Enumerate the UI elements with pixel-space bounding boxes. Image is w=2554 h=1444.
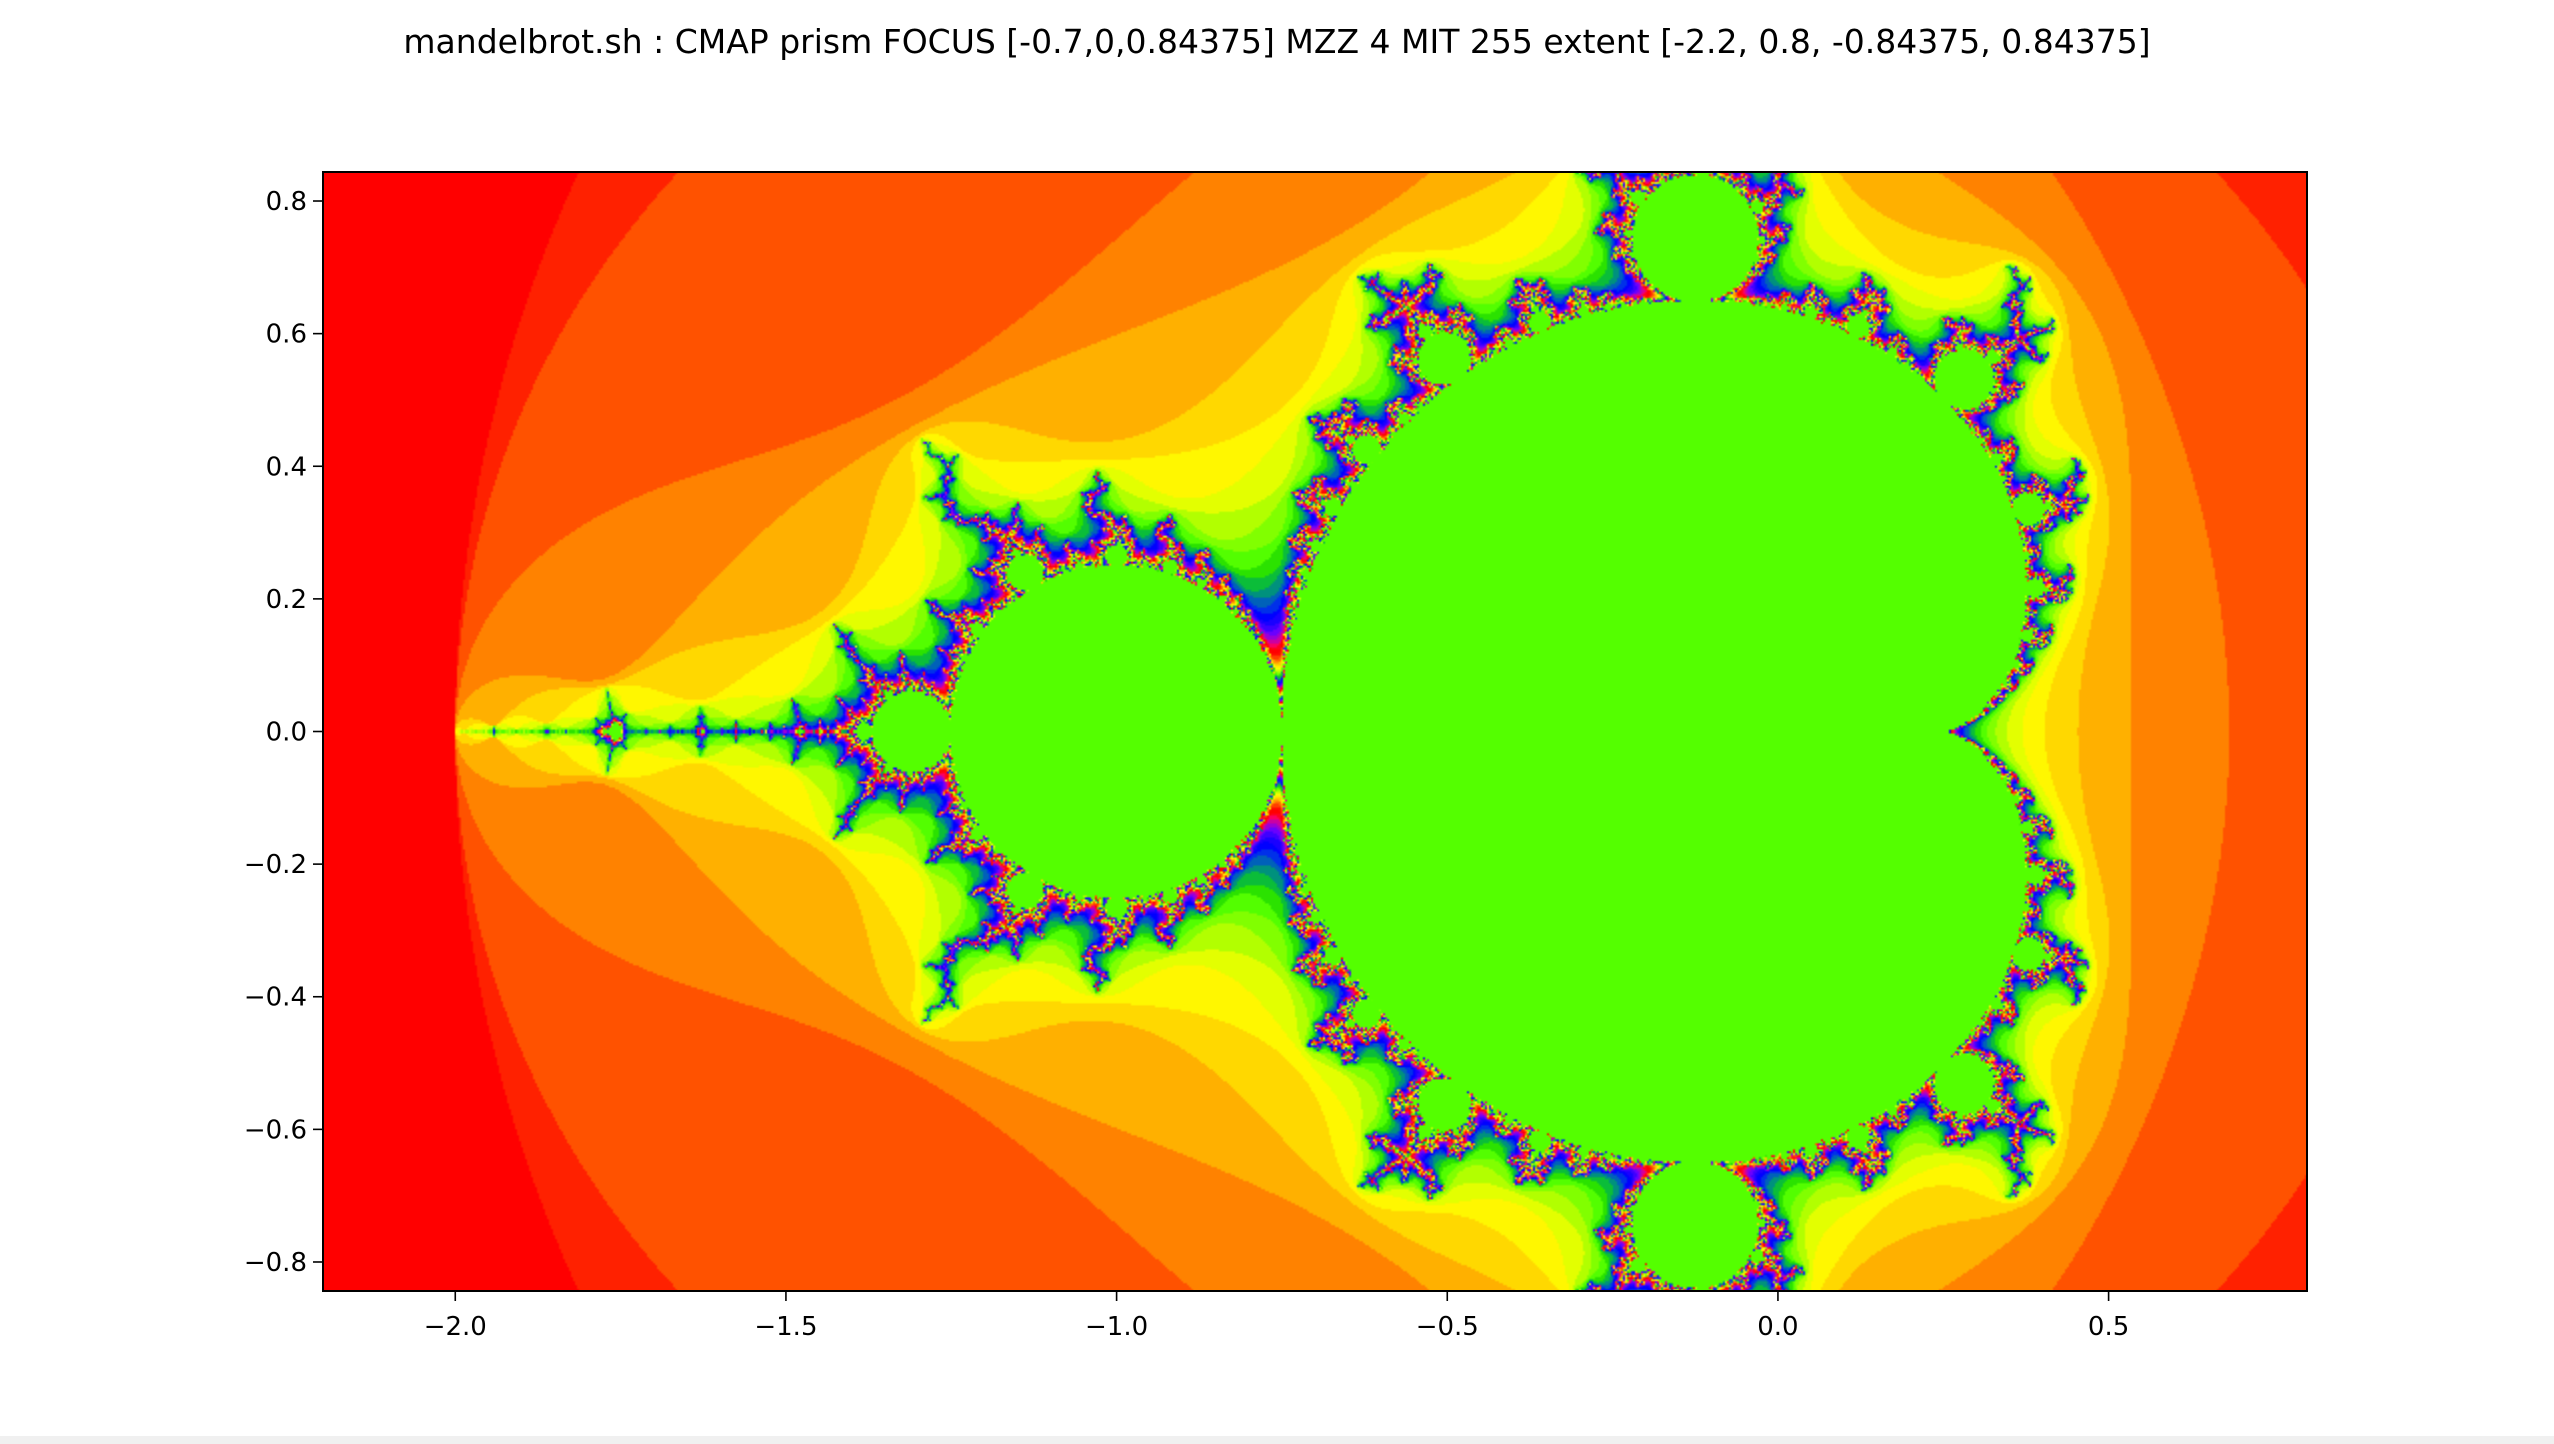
y-tick-label: 0.0 (266, 718, 307, 748)
x-tick-label: −1.0 (1085, 1312, 1148, 1342)
mandelbrot-heatmap (323, 172, 2307, 1291)
plot-area (323, 172, 2307, 1291)
x-tick-label: −2.0 (424, 1312, 487, 1342)
x-tick-label: −0.5 (1416, 1312, 1479, 1342)
y-tick-label: −0.4 (244, 983, 307, 1013)
chart-title: mandelbrot.sh : CMAP prism FOCUS [-0.7,0… (403, 22, 2151, 61)
bottom-strip (0, 1436, 2554, 1444)
x-tick-label: 0.0 (1757, 1312, 1798, 1342)
y-tick-label: −0.2 (244, 850, 307, 880)
y-tick-label: 0.8 (266, 187, 307, 217)
x-tick-label: −1.5 (754, 1312, 817, 1342)
y-tick-label: −0.8 (244, 1248, 307, 1278)
x-tick-label: 0.5 (2088, 1312, 2129, 1342)
plot-frame (322, 171, 2308, 1292)
y-tick-label: 0.6 (266, 320, 307, 350)
y-tick-label: 0.4 (266, 452, 307, 482)
y-tick-label: 0.2 (266, 585, 307, 615)
y-tick-label: −0.6 (244, 1115, 307, 1145)
